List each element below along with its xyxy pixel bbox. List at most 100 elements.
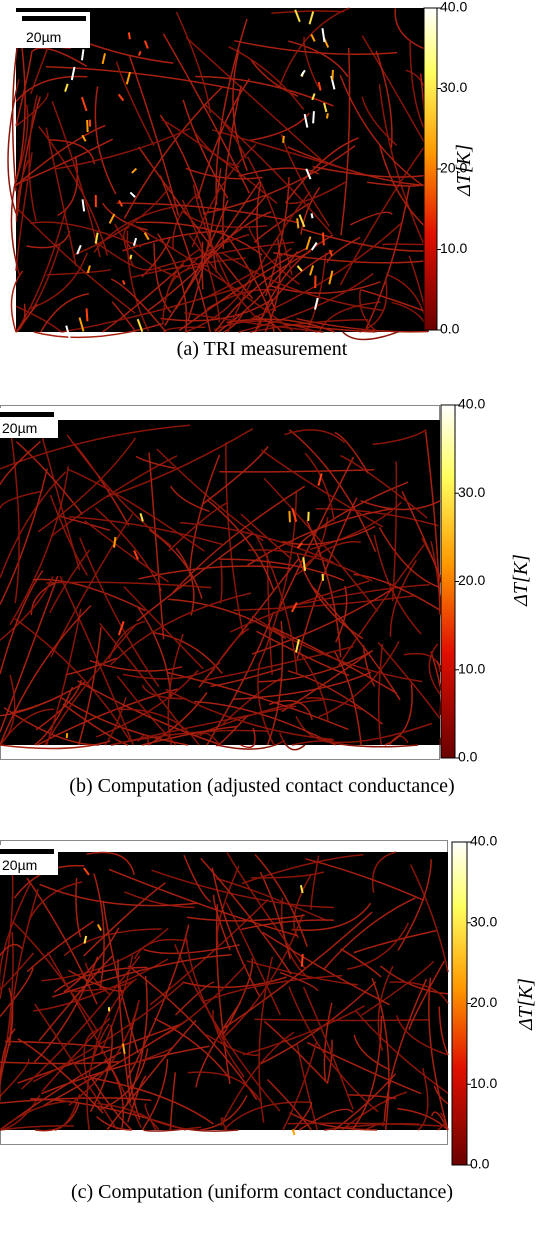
fiber	[279, 971, 319, 992]
fiber	[9, 466, 70, 625]
fiber	[220, 251, 383, 312]
fiber	[302, 541, 361, 568]
fiber	[293, 1101, 313, 1131]
fiber	[188, 234, 260, 322]
fiber	[39, 883, 197, 907]
fiber	[438, 1006, 449, 1056]
hot-spot	[312, 111, 315, 124]
fiber	[264, 176, 290, 297]
colorbar-tick-label: 0.0	[440, 321, 460, 337]
fiber	[54, 127, 191, 170]
fiber	[133, 938, 189, 960]
fiber	[397, 1107, 449, 1131]
fiber	[41, 927, 169, 982]
fiber	[156, 448, 264, 542]
fiber	[240, 727, 256, 749]
panel: 20µm 40.0 30.0 20.0 10.0 0.0 ΔT[K] (c) Computat…	[0, 833, 537, 1203]
fiber	[334, 651, 362, 746]
fiber	[291, 902, 372, 931]
fiber	[202, 247, 293, 300]
fiber	[375, 50, 393, 148]
fiber	[69, 515, 223, 546]
fiber	[30, 581, 57, 616]
fiber	[195, 1002, 242, 1088]
fiber	[395, 1015, 449, 1056]
fiber	[289, 429, 377, 552]
fiber	[349, 211, 393, 226]
fiber	[293, 873, 312, 939]
fiber	[174, 981, 215, 1016]
hot-spot	[117, 93, 125, 102]
fiber	[394, 8, 429, 51]
fiber	[225, 901, 281, 1016]
fiber	[0, 1125, 74, 1131]
fiber	[9, 888, 39, 1046]
fiber	[409, 864, 449, 973]
fiber	[65, 657, 117, 676]
fiber	[143, 944, 240, 955]
fiber	[0, 468, 48, 605]
fiber	[185, 167, 263, 180]
fiber	[40, 1045, 210, 1095]
fiber	[106, 1019, 197, 1131]
fiber	[15, 124, 106, 187]
hot-spot	[80, 49, 85, 61]
fiber	[306, 520, 342, 658]
hot-spot	[305, 168, 312, 180]
fiber	[0, 1058, 30, 1097]
fiber	[258, 956, 274, 1123]
fiber	[220, 1031, 295, 1127]
hot-spot	[137, 50, 142, 56]
fiber	[169, 485, 210, 513]
colorbar-label: ΔT[K]	[510, 554, 532, 607]
fiber	[223, 1101, 311, 1131]
fiber	[77, 627, 102, 746]
fiber	[15, 51, 33, 126]
fiber	[303, 36, 320, 88]
scale-bar	[0, 412, 54, 417]
fiber	[174, 944, 281, 1112]
fiber	[254, 533, 298, 674]
fiber	[213, 320, 318, 333]
fiber	[0, 575, 59, 733]
hot-spot	[300, 69, 306, 77]
hot-spot	[139, 512, 144, 522]
fiber	[323, 1002, 333, 1081]
hot-spot	[323, 102, 328, 113]
fiber	[279, 7, 350, 86]
fiber	[165, 688, 333, 741]
fiber	[68, 969, 125, 992]
fiber	[253, 202, 310, 244]
fiber	[194, 698, 325, 737]
fiber	[94, 507, 163, 592]
fiber	[298, 1108, 354, 1131]
fiber	[184, 312, 324, 333]
fiber	[102, 900, 139, 1054]
fiber	[249, 319, 369, 333]
fiber	[128, 55, 180, 216]
fiber	[45, 608, 82, 746]
hot-spot	[64, 83, 69, 93]
fiber	[233, 671, 372, 701]
fiber	[115, 708, 200, 746]
fiber	[257, 649, 374, 683]
fibers	[7, 7, 435, 341]
fiber	[266, 621, 284, 746]
hot-spot	[101, 53, 106, 65]
fiber	[326, 1039, 333, 1084]
fiber	[378, 143, 429, 230]
fiber	[226, 852, 307, 971]
hot-spot	[282, 135, 285, 143]
hot-spot	[121, 1043, 126, 1055]
fiber	[187, 168, 222, 321]
hot-spot	[311, 93, 316, 101]
fiber	[266, 1078, 313, 1131]
colorbar-tick-label: 30.0	[458, 484, 485, 500]
hot-spot	[291, 1129, 296, 1136]
fiber	[260, 449, 384, 528]
fiber	[302, 986, 354, 1110]
colorbar-tick-label: 0.0	[458, 749, 478, 765]
fiber	[340, 948, 382, 978]
hot-spot	[328, 270, 334, 285]
